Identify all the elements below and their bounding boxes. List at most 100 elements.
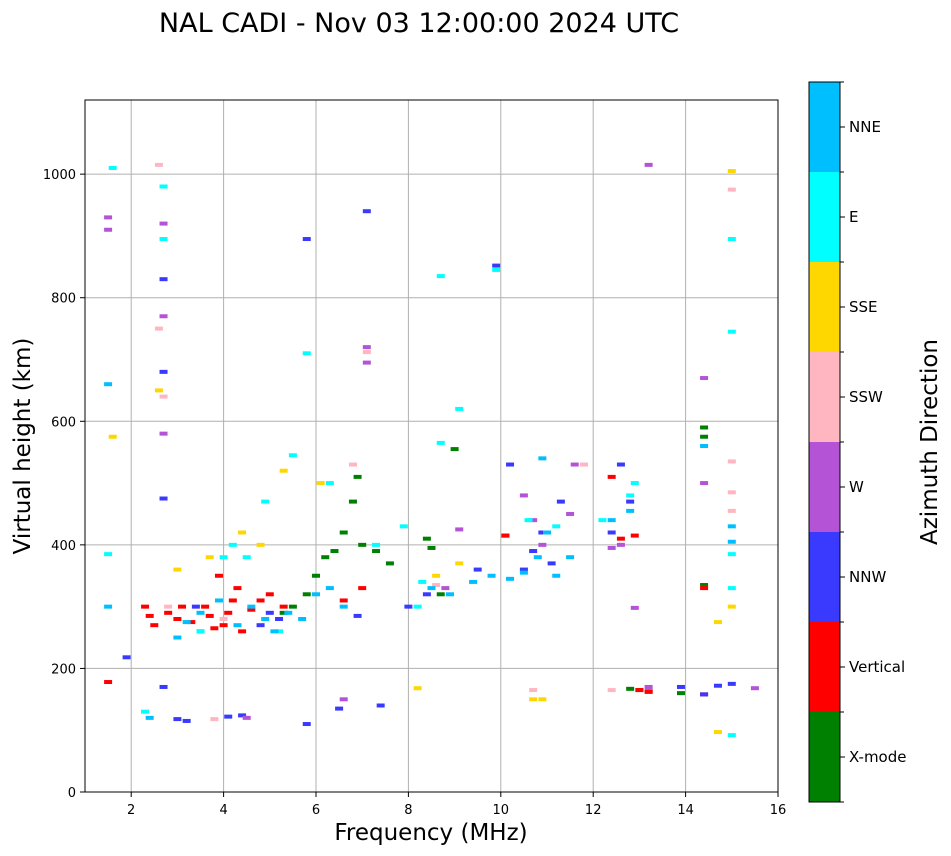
data-point-sse: [154, 388, 163, 393]
data-point-nnw: [376, 703, 385, 708]
data-point-vertical: [173, 617, 182, 621]
data-point-ssw: [348, 462, 357, 467]
data-point-w: [538, 542, 547, 547]
data-point-vertical: [219, 623, 228, 628]
data-point-sse: [432, 573, 441, 578]
colorbar-swatch: [809, 352, 840, 442]
data-point-nne: [312, 592, 320, 597]
data-point-x-mode: [358, 542, 367, 547]
data-point-vertical: [104, 680, 113, 685]
data-point-nnw: [492, 263, 501, 268]
y-tick-label: 200: [51, 662, 76, 677]
data-point-vertical: [228, 598, 237, 603]
data-point-nne: [533, 555, 542, 560]
data-point-e: [108, 165, 117, 170]
data-point-e: [159, 184, 168, 189]
colorbar-swatch: [809, 82, 840, 172]
data-point-ssw: [159, 394, 168, 399]
y-ticks: 0 200 400 600 800 1000: [43, 168, 85, 801]
data-point-nnw: [538, 530, 547, 535]
data-point-nnw: [529, 549, 538, 554]
data-point-vertical: [145, 613, 154, 618]
data-point-nnw: [182, 718, 191, 723]
data-point-nnw: [404, 604, 413, 609]
data-point-vertical: [178, 604, 187, 609]
data-point-w: [607, 545, 616, 550]
x-tick-label: 2: [127, 803, 135, 818]
data-point-x-mode: [436, 592, 445, 597]
data-point-nne: [519, 570, 528, 575]
data-point-x-mode: [450, 447, 459, 452]
colorbar-swatch: [809, 262, 840, 352]
data-point-sse: [279, 468, 288, 473]
data-point-e: [727, 237, 736, 242]
data-point-nne: [104, 382, 113, 387]
data-point-nne: [284, 610, 293, 615]
colorbar-tick-label: SSE: [849, 298, 878, 316]
data-point-w: [339, 697, 348, 702]
data-point-e: [727, 329, 736, 334]
data-point-w: [362, 345, 371, 350]
data-point-nnw: [626, 499, 635, 504]
data-point-nnw: [159, 684, 168, 689]
data-point-w: [566, 511, 575, 516]
colorbar-tick-label: NNW: [849, 568, 886, 586]
data-point-nne: [173, 635, 182, 640]
data-point-vertical: [644, 689, 653, 694]
data-point-w: [441, 586, 450, 591]
colorbar-tick-label: Vertical: [849, 658, 905, 676]
data-point-x-mode: [372, 549, 381, 554]
data-point-e: [455, 406, 464, 411]
data-point-x-mode: [676, 691, 685, 696]
data-point-nne: [469, 579, 478, 584]
data-point-nne: [182, 620, 191, 625]
data-point-nne: [607, 518, 616, 523]
data-point-ssw: [607, 688, 616, 693]
data-point-e: [104, 552, 113, 557]
data-point-nne: [543, 530, 551, 535]
y-tick-label: 800: [51, 292, 76, 307]
data-point-nnw: [335, 706, 344, 711]
data-point-w: [519, 493, 528, 498]
data-point-w: [104, 227, 113, 232]
data-point-nnw: [506, 462, 515, 467]
data-point-e: [552, 524, 561, 529]
x-ticks: 2 4 6 8 10 12 14 16: [127, 792, 786, 818]
data-point-nne: [233, 623, 242, 628]
data-point-vertical: [141, 604, 150, 609]
data-point-nnw: [191, 604, 200, 609]
data-point-e: [372, 542, 381, 547]
y-tick-label: 400: [51, 539, 76, 554]
data-point-nnw: [353, 613, 362, 618]
data-point-w: [159, 221, 168, 226]
data-point-vertical: [214, 573, 223, 578]
data-point-nne: [538, 456, 547, 461]
data-point-nnw: [159, 369, 168, 374]
data-point-e: [524, 518, 533, 523]
data-point-ssw: [210, 717, 219, 722]
data-point-e: [436, 440, 445, 445]
data-point-nnw: [302, 722, 311, 727]
data-point-w: [644, 684, 653, 689]
data-point-nnw: [302, 237, 311, 242]
y-tick-label: 1000: [43, 168, 76, 183]
data-point-x-mode: [353, 474, 362, 479]
data-point-x-mode: [422, 536, 431, 541]
plot-frame: [84, 99, 779, 793]
colorbar-tick-label: X-mode: [849, 748, 906, 766]
data-point-nne: [214, 598, 223, 603]
data-point-nne: [700, 444, 709, 448]
data-point-w: [570, 462, 579, 467]
data-point-nnw: [727, 681, 736, 686]
data-point-nnw: [556, 499, 565, 504]
data-point-e: [413, 604, 422, 609]
x-tick-label: 6: [312, 803, 320, 818]
data-point-sse: [713, 620, 722, 625]
data-point-e: [302, 351, 311, 356]
data-point-nne: [196, 610, 205, 615]
x-tick-label: 8: [404, 803, 412, 818]
data-point-sse: [713, 730, 722, 735]
x-tick-label: 10: [493, 803, 510, 818]
data-point-sse: [529, 697, 538, 702]
data-point-vertical: [358, 586, 367, 591]
